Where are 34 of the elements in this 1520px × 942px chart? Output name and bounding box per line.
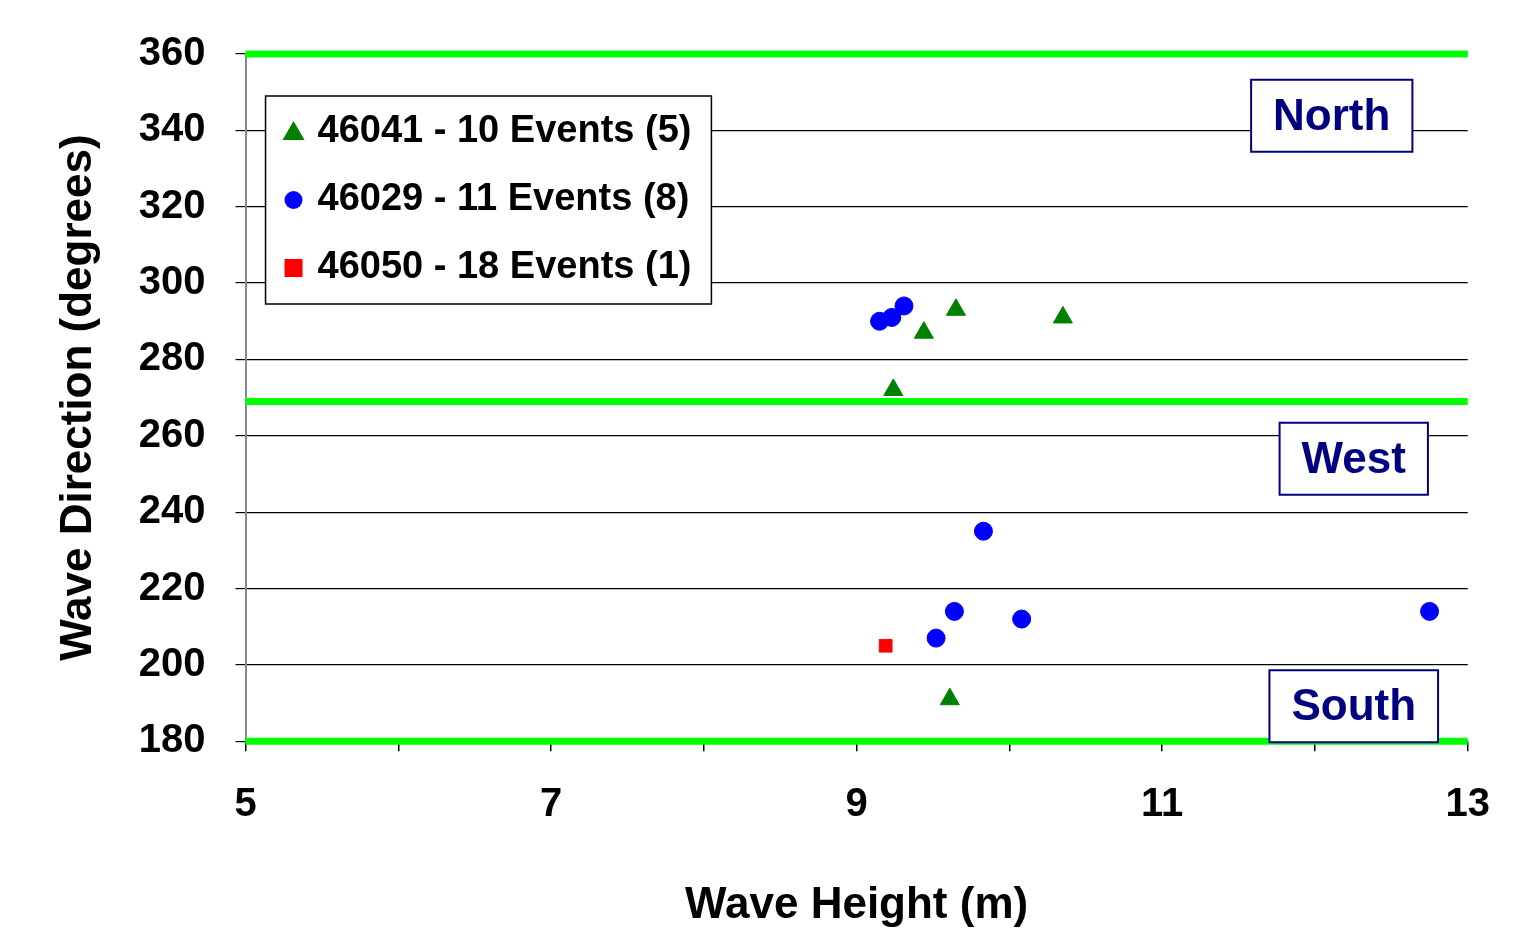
- legend-label: 46050 - 18 Events (1): [317, 244, 692, 287]
- point: [878, 638, 893, 653]
- x-tick-label: 5: [234, 780, 257, 825]
- point: [945, 298, 966, 316]
- x-tick-label: 11: [1141, 780, 1184, 825]
- point: [1012, 609, 1032, 629]
- y-tick-label: 180: [138, 716, 206, 761]
- y-tick-label: 360: [138, 29, 206, 74]
- y-tick-label: 340: [138, 105, 206, 150]
- annotation: South: [1291, 680, 1417, 730]
- point: [882, 307, 902, 327]
- y-tick-label: 260: [138, 410, 206, 455]
- annotation: North: [1273, 89, 1391, 139]
- x-tick-label: 7: [539, 780, 563, 825]
- y-tick-label: 200: [138, 639, 206, 684]
- point: [1052, 305, 1073, 324]
- y-tick-label: 320: [138, 181, 206, 226]
- point: [973, 521, 993, 541]
- point: [926, 628, 946, 648]
- x-axis-title: Wave Height (m): [685, 877, 1029, 927]
- y-tick-label: 220: [138, 563, 206, 608]
- y-tick-label: 280: [138, 334, 206, 379]
- point: [1420, 601, 1440, 621]
- y-tick-label: 240: [138, 487, 206, 532]
- y-axis-title: Wave Direction (degrees): [50, 134, 100, 661]
- point: [944, 601, 964, 621]
- legend-label: 46041 - 10 Events (5): [317, 108, 692, 151]
- point: [913, 321, 934, 339]
- legend-label: 46029 - 11 Events (8): [317, 176, 690, 219]
- point: [883, 378, 904, 396]
- x-tick-label: 13: [1445, 780, 1490, 825]
- annotation: West: [1301, 432, 1407, 482]
- x-tick-label: 9: [845, 780, 868, 825]
- y-tick-label: 300: [138, 258, 206, 303]
